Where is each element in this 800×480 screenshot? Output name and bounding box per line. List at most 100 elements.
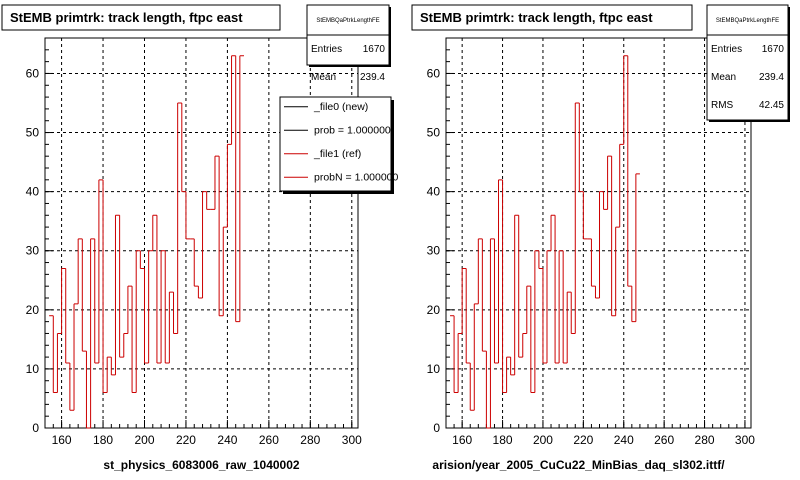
histogram-bin (90, 238, 95, 428)
y-tick-label: 50 (26, 126, 40, 140)
x-tick-label: 240 (614, 433, 634, 447)
histogram-bin (457, 332, 463, 393)
histogram-bin (477, 238, 483, 304)
histogram-bin (164, 250, 170, 364)
x-tick-label: 160 (452, 433, 472, 447)
histogram-bin (510, 357, 515, 376)
stats-label: Entries (311, 44, 342, 55)
histogram-bin (61, 267, 66, 334)
histogram-bin (623, 55, 628, 145)
histogram-bin (615, 226, 620, 316)
histogram-bin (498, 179, 503, 363)
histogram-bin (85, 351, 91, 429)
histogram-bin (590, 238, 596, 287)
y-tick-label: 50 (427, 126, 441, 140)
histogram-bin (481, 238, 487, 352)
x-tick-label: 280 (695, 433, 715, 447)
y-tick-label: 30 (427, 244, 441, 258)
histogram-bin (94, 238, 99, 364)
histogram-bin (106, 356, 112, 393)
x-axis-label: st_physics_6083006_raw_1040002 (103, 458, 299, 472)
x-tick-label: 200 (134, 433, 154, 447)
y-tick-label: 0 (433, 421, 440, 435)
histogram-bin (148, 250, 153, 363)
histogram-bin (514, 214, 519, 375)
stats-label: RMS (711, 100, 734, 111)
stats-value: 42.45 (759, 100, 784, 111)
y-tick-label: 60 (26, 66, 40, 80)
stats-value: 1670 (762, 44, 785, 55)
histogram-bin (98, 179, 104, 363)
x-tick-label: 280 (300, 433, 320, 447)
x-tick-label: 300 (735, 433, 755, 447)
histogram-bin (546, 250, 552, 363)
histogram-bin (114, 214, 120, 375)
histogram-bin (558, 250, 564, 363)
histogram-bin (69, 363, 75, 411)
series-1 (450, 55, 640, 429)
histogram-bin (627, 55, 632, 287)
histogram-bin (582, 191, 588, 240)
title-box (1, 4, 281, 31)
histogram-bin (168, 291, 174, 363)
x-tick-label: 260 (654, 433, 674, 447)
histogram-bin (530, 286, 535, 394)
histogram-bin (131, 286, 137, 394)
x-axis-label: arision/year_2005_CuCu22_MinBias_daq_sl3… (432, 458, 725, 472)
histogram-bin (202, 191, 207, 298)
histogram-bin (473, 303, 479, 411)
right-histogram-pad: 160 180 200 220 240 260 280 300 0 10 20 30 40 50 60 ari… (411, 4, 790, 472)
legend-box (279, 96, 392, 192)
histogram-bin (123, 332, 128, 358)
y-tick-label: 20 (427, 303, 441, 317)
histogram-bin (185, 191, 191, 240)
histogram-bin (489, 238, 495, 428)
y-tick-label: 40 (26, 185, 40, 199)
histogram-bin (578, 103, 584, 193)
histogram-bin (206, 191, 211, 210)
x-tick-label: 160 (52, 433, 72, 447)
left-histogram-pad: 160 180 200 220 240 260 280 300 0 10 20 30 40 50 60 st_… (1, 4, 399, 472)
legend-entry: _file1 (ref) (313, 148, 361, 160)
histogram-bin (239, 55, 244, 322)
histogram-bin (152, 214, 157, 251)
histogram-bin (465, 268, 471, 364)
x-tick-label: 220 (176, 433, 196, 447)
stats-value: 239.4 (759, 72, 784, 83)
histogram-bin (52, 315, 58, 394)
stats-value: 239.4 (360, 72, 385, 83)
histogram-bin (493, 238, 499, 364)
histogram-bin (550, 214, 556, 251)
histogram-bin (562, 250, 568, 364)
histogram-bin (526, 285, 531, 334)
y-tick-label: 10 (427, 362, 441, 376)
histogram-bin (485, 351, 491, 429)
histogram-bin (127, 285, 133, 334)
legend-entry: probN = 1.000000 (314, 171, 399, 183)
histogram-bin (607, 155, 612, 210)
histogram-bin (570, 292, 576, 334)
histogram-bin (594, 286, 600, 299)
histogram-bin (110, 357, 116, 376)
histogram-bin (566, 291, 572, 363)
y-tick-label: 0 (32, 421, 39, 435)
chart-title: StEMB primtrk: track length, ftpc east (10, 10, 243, 25)
histogram-bin (469, 363, 475, 411)
histogram-bin (139, 250, 145, 269)
histogram-bin (77, 238, 83, 304)
histogram-bin (453, 315, 459, 394)
histogram-bin (193, 238, 199, 287)
histogram-bin (156, 215, 162, 364)
histogram-bin (218, 156, 224, 317)
histogram-bin (542, 268, 547, 364)
stats-label: Mean (311, 72, 336, 83)
histogram-bin (635, 173, 640, 322)
y-tick-label: 20 (26, 303, 40, 317)
x-tick-label: 300 (342, 433, 362, 447)
histogram-bin (102, 179, 108, 394)
stats-name: StEMBQaPtrkLengthFE (316, 18, 379, 24)
x-tick-label: 180 (93, 433, 113, 447)
histogram-bin (81, 238, 87, 352)
legend-entry: prob = 1.000000 (314, 124, 391, 136)
